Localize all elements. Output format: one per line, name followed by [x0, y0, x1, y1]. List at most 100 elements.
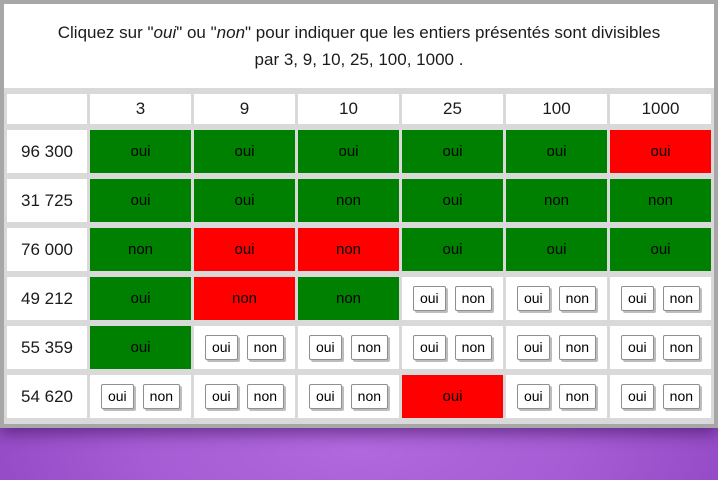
- table-cell: oui: [90, 326, 191, 369]
- choice-group: oui non: [506, 335, 607, 360]
- oui-word: oui: [153, 22, 177, 42]
- table-cell: oui non: [506, 277, 607, 320]
- table-cell: oui: [402, 375, 503, 418]
- instruction-text: " pour indiquer que les entiers présenté…: [245, 22, 661, 42]
- header-row: 3 9 10 25 100 1000: [7, 94, 711, 124]
- oui-button[interactable]: oui: [308, 384, 342, 409]
- instruction-text: " ou ": [176, 22, 217, 42]
- col-header-9: 9: [194, 94, 295, 124]
- col-header-100: 100: [506, 94, 607, 124]
- oui-button[interactable]: oui: [412, 286, 446, 311]
- instruction-line-2: par 3, 9, 10, 25, 100, 1000 .: [254, 50, 464, 69]
- answer-cell-oui: oui: [506, 228, 607, 271]
- col-header-1000: 1000: [610, 94, 711, 124]
- choice-group: oui non: [610, 335, 711, 360]
- table-row: 96 300 oui oui oui oui oui oui: [7, 130, 711, 173]
- oui-button[interactable]: oui: [204, 384, 238, 409]
- table-cell: oui non: [194, 326, 295, 369]
- choice-group: oui non: [194, 335, 295, 360]
- table-cell: oui: [90, 277, 191, 320]
- non-button[interactable]: non: [454, 335, 493, 360]
- non-button[interactable]: non: [454, 286, 493, 311]
- oui-button[interactable]: oui: [204, 335, 238, 360]
- table-cell: oui: [90, 130, 191, 173]
- worksheet: Cliquez sur "oui" ou "non" pour indiquer…: [0, 0, 718, 428]
- non-button[interactable]: non: [350, 335, 389, 360]
- non-button[interactable]: non: [558, 286, 597, 311]
- answer-cell-oui: oui: [90, 326, 191, 369]
- oui-button[interactable]: oui: [620, 286, 654, 311]
- table-cell: oui non: [610, 277, 711, 320]
- answer-cell-oui: oui: [90, 130, 191, 173]
- non-button[interactable]: non: [558, 335, 597, 360]
- answer-cell-oui: oui: [194, 130, 295, 173]
- oui-button[interactable]: oui: [516, 286, 550, 311]
- table-body: 96 300 oui oui oui oui oui oui 31 725 oui oui non o…: [7, 130, 711, 418]
- non-button[interactable]: non: [662, 286, 701, 311]
- col-header-3: 3: [90, 94, 191, 124]
- answer-cell-oui: oui: [610, 228, 711, 271]
- choice-group: oui non: [298, 384, 399, 409]
- answer-cell-non: non: [194, 277, 295, 320]
- table-row: 55 359 oui oui non oui non oui non oui non oui non: [7, 326, 711, 369]
- row-label: 76 000: [7, 228, 87, 271]
- oui-button[interactable]: oui: [620, 335, 654, 360]
- oui-button[interactable]: oui: [516, 335, 550, 360]
- col-header-25: 25: [402, 94, 503, 124]
- table-cell: oui: [402, 179, 503, 222]
- non-button[interactable]: non: [662, 335, 701, 360]
- answer-cell-non: non: [298, 277, 399, 320]
- table-cell: oui non: [90, 375, 191, 418]
- table-row: 76 000 non oui non oui oui oui: [7, 228, 711, 271]
- oui-button[interactable]: oui: [100, 384, 134, 409]
- table-cell: oui: [610, 228, 711, 271]
- instruction-panel: Cliquez sur "oui" ou "non" pour indiquer…: [4, 4, 714, 88]
- corner-cell: [7, 94, 87, 124]
- table-cell: oui non: [298, 326, 399, 369]
- table-cell: oui: [610, 130, 711, 173]
- answer-cell-non: non: [506, 179, 607, 222]
- oui-button[interactable]: oui: [620, 384, 654, 409]
- table-cell: non: [610, 179, 711, 222]
- instruction-text: Cliquez sur ": [57, 22, 154, 42]
- table-cell: non: [298, 228, 399, 271]
- table-row: 54 620 oui non oui non oui non oui oui non oui non: [7, 375, 711, 418]
- answer-cell-oui: oui: [402, 130, 503, 173]
- table-cell: oui: [402, 228, 503, 271]
- non-button[interactable]: non: [350, 384, 389, 409]
- divisibility-table: 3 9 10 25 100 1000 96 300 oui oui oui oui oui…: [4, 88, 714, 424]
- table-cell: oui non: [194, 375, 295, 418]
- oui-button[interactable]: oui: [412, 335, 446, 360]
- choice-group: oui non: [90, 384, 191, 409]
- non-word: non: [216, 22, 246, 42]
- choice-group: oui non: [610, 286, 711, 311]
- answer-cell-oui: oui: [402, 228, 503, 271]
- answer-cell-oui: oui: [90, 277, 191, 320]
- non-button[interactable]: non: [246, 335, 285, 360]
- answer-cell-oui: oui: [610, 130, 711, 173]
- table-cell: oui non: [402, 326, 503, 369]
- table-row: 49 212 oui non non oui non oui non oui non: [7, 277, 711, 320]
- oui-button[interactable]: oui: [516, 384, 550, 409]
- table-cell: non: [194, 277, 295, 320]
- table-cell: oui non: [610, 375, 711, 418]
- non-button[interactable]: non: [142, 384, 181, 409]
- non-button[interactable]: non: [558, 384, 597, 409]
- table-cell: non: [90, 228, 191, 271]
- non-button[interactable]: non: [246, 384, 285, 409]
- non-button[interactable]: non: [662, 384, 701, 409]
- answer-cell-non: non: [610, 179, 711, 222]
- oui-button[interactable]: oui: [308, 335, 342, 360]
- table-cell: oui non: [610, 326, 711, 369]
- table-cell: oui non: [506, 375, 607, 418]
- answer-cell-oui: oui: [298, 130, 399, 173]
- table-cell: oui: [194, 130, 295, 173]
- row-label: 96 300: [7, 130, 87, 173]
- answer-cell-non: non: [298, 179, 399, 222]
- table-cell: non: [298, 277, 399, 320]
- table-cell: oui: [402, 130, 503, 173]
- table-cell: oui non: [506, 326, 607, 369]
- table-cell: oui: [506, 130, 607, 173]
- table-row: 31 725 oui oui non oui non non: [7, 179, 711, 222]
- row-label: 31 725: [7, 179, 87, 222]
